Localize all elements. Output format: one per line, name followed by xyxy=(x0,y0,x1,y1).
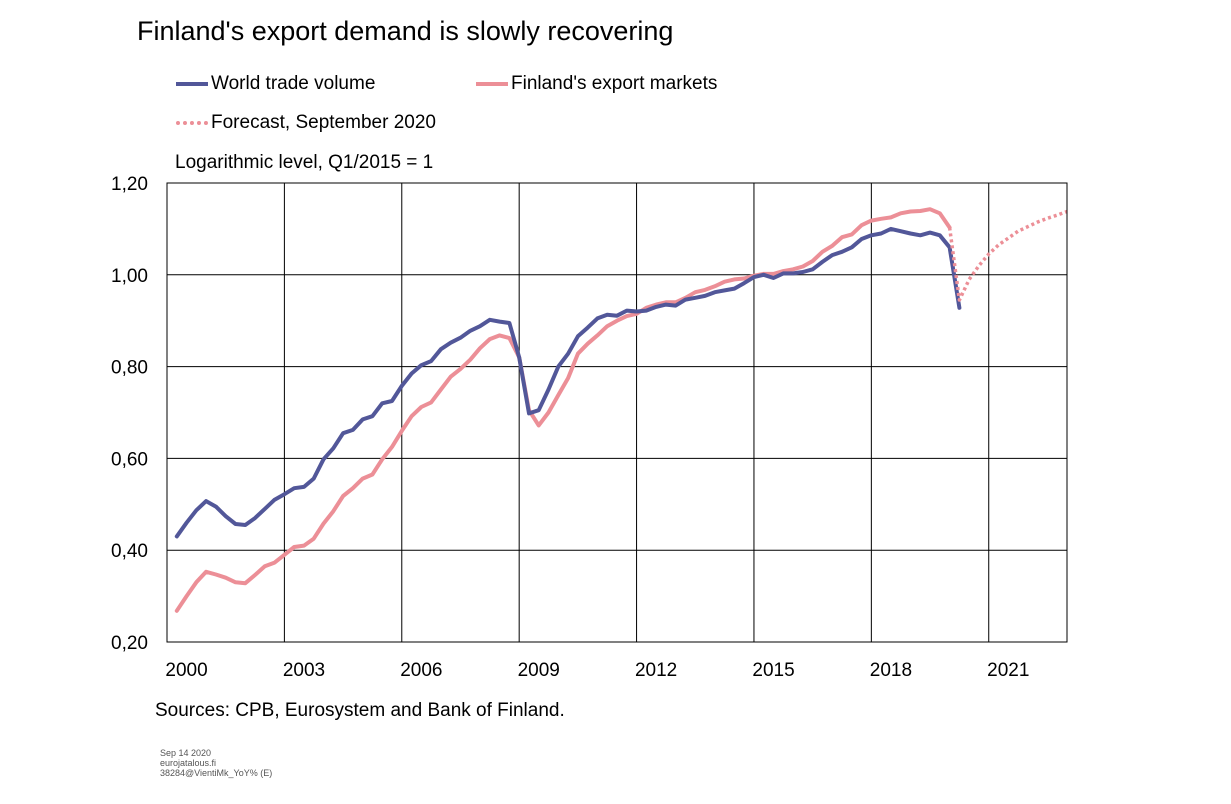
y-tick-label: 0,20 xyxy=(111,633,148,654)
footer-site: eurojatalous.fi xyxy=(160,758,217,768)
chart-source: Sources: CPB, Eurosystem and Bank of Fin… xyxy=(155,700,565,721)
grid-layer xyxy=(167,182,1067,643)
series-layer xyxy=(174,207,1068,613)
plot-frame xyxy=(166,182,1068,643)
y-tick-label: 0,40 xyxy=(111,541,148,562)
legend-label-forecast: Forecast, September 2020 xyxy=(211,112,436,133)
x-tick-label: 2000 xyxy=(165,660,207,681)
series-line-2 xyxy=(947,209,1068,302)
legend-swatch-export-markets xyxy=(476,82,508,86)
legend-item-world-trade: World trade volume xyxy=(176,73,375,95)
x-tick-label: 2021 xyxy=(987,660,1029,681)
x-tick-label: 2015 xyxy=(752,660,794,681)
y-tick-label: 1,20 xyxy=(111,174,148,195)
legend-item-forecast: Forecast, September 2020 xyxy=(176,112,436,134)
series-line-0 xyxy=(174,226,962,539)
chart-title: Finland's export demand is slowly recove… xyxy=(137,16,674,46)
label-layer: 0,20 0,40 0,60 0,80 1,00 1,20 2000 2003 2006 2009… xyxy=(111,174,1029,681)
y-tick-label: 0,60 xyxy=(111,449,148,470)
footer: Sep 14 2020 eurojatalous.fi 38284@Vienti… xyxy=(160,748,272,778)
legend-label-world-trade: World trade volume xyxy=(211,73,376,94)
legend-label-export-markets: Finland's export markets xyxy=(511,73,718,94)
x-tick-label: 2018 xyxy=(870,660,912,681)
legend-swatch-forecast xyxy=(176,121,208,125)
y-tick-label: 0,80 xyxy=(111,358,148,379)
footer-code: 38284@VientiMk_YoY% (E) xyxy=(160,768,273,778)
y-tick-label: 1,00 xyxy=(111,266,148,287)
series-line-1 xyxy=(174,207,952,613)
x-tick-label: 2012 xyxy=(635,660,677,681)
x-tick-label: 2003 xyxy=(283,660,325,681)
x-tick-label: 2006 xyxy=(400,660,442,681)
legend-item-export-markets: Finland's export markets xyxy=(476,73,717,95)
x-tick-label: 2009 xyxy=(518,660,560,681)
chart-subtitle: Logarithmic level, Q1/2015 = 1 xyxy=(175,152,434,173)
footer-date: Sep 14 2020 xyxy=(160,748,212,758)
legend-swatch-world-trade xyxy=(176,82,208,86)
